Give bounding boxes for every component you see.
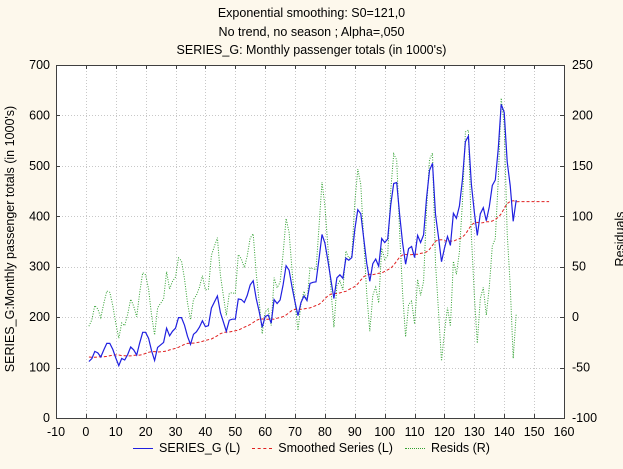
chart-title-line-2: No trend, no season ; Alpha=,050 — [218, 25, 405, 39]
x-tick-label: 160 — [554, 425, 575, 439]
y-left-tick-label: 200 — [29, 310, 50, 324]
x-tick-label: 30 — [169, 425, 183, 439]
y-right-tick-label: 250 — [572, 58, 593, 72]
legend-label-series-g: SERIES_G (L) — [159, 441, 241, 455]
x-tick-label: 40 — [198, 425, 212, 439]
plot-frame — [56, 65, 565, 419]
x-tick-label: -10 — [47, 425, 65, 439]
y-left-tick-label: 400 — [29, 209, 50, 223]
legend-swatch-smoothed — [252, 447, 273, 449]
series-layer — [88, 98, 550, 368]
legend-swatch-resids — [404, 447, 425, 449]
x-tick-label: 10 — [109, 425, 123, 439]
x-tick-label: 110 — [405, 425, 425, 439]
x-tick-label: 50 — [228, 425, 242, 439]
x-tick-label: 60 — [258, 425, 272, 439]
y-left-tick-label: 0 — [43, 411, 50, 425]
y-right-tick-label: 150 — [572, 159, 593, 173]
legend-item-smoothed: Smoothed Series (L) — [252, 441, 393, 455]
x-tick-label: 80 — [318, 425, 332, 439]
y-left-tick-label: 600 — [29, 108, 50, 122]
series-g-line — [88, 104, 517, 368]
y-left-tick-label: 300 — [29, 260, 50, 274]
x-tick-label: 90 — [348, 425, 362, 439]
series-resids-line — [88, 98, 517, 362]
y-right-tick-label: 50 — [572, 260, 586, 274]
x-tick-label: 120 — [434, 425, 455, 439]
y-left-tick-label: 500 — [29, 159, 50, 173]
y-right-tick-label: 0 — [572, 310, 579, 324]
x-tick-label: 130 — [464, 425, 485, 439]
y-right-tick-label: -50 — [572, 361, 590, 375]
y-right-tick-label: 200 — [572, 108, 593, 122]
x-tick-label: 0 — [82, 425, 89, 439]
plot-area — [56, 65, 564, 418]
x-tick-label: 70 — [288, 425, 302, 439]
x-tick-label: 20 — [139, 425, 153, 439]
ticks: -10 0 10 20 30 40 50 60 70 80 90 100 110 120 130 140 150… — [29, 58, 597, 439]
chart-title-line-3: SERIES_G: Monthly passenger totals (in 1… — [176, 43, 447, 57]
y-right-tick-label: 100 — [572, 209, 593, 223]
legend-swatch-series-g — [133, 447, 154, 449]
legend-item-resids: Resids (R) — [404, 441, 490, 455]
y-right-tick-label: -100 — [572, 411, 597, 425]
legend-label-resids: Resids (R) — [430, 441, 490, 455]
x-tick-label: 140 — [494, 425, 515, 439]
y-left-tick-label: 700 — [29, 58, 50, 72]
series-smoothed-line — [88, 200, 550, 358]
x-tick-label: 100 — [374, 425, 395, 439]
y-left-tick-label: 100 — [29, 361, 50, 375]
chart-title-line-1: Exponential smoothing: S0=121,0 — [217, 6, 406, 20]
legend: SERIES_G (L) Smoothed Series (L) Resids … — [0, 441, 623, 455]
legend-item-series-g: SERIES_G (L) — [133, 441, 240, 455]
x-tick-label: 150 — [524, 425, 545, 439]
legend-label-smoothed: Smoothed Series (L) — [278, 441, 393, 455]
